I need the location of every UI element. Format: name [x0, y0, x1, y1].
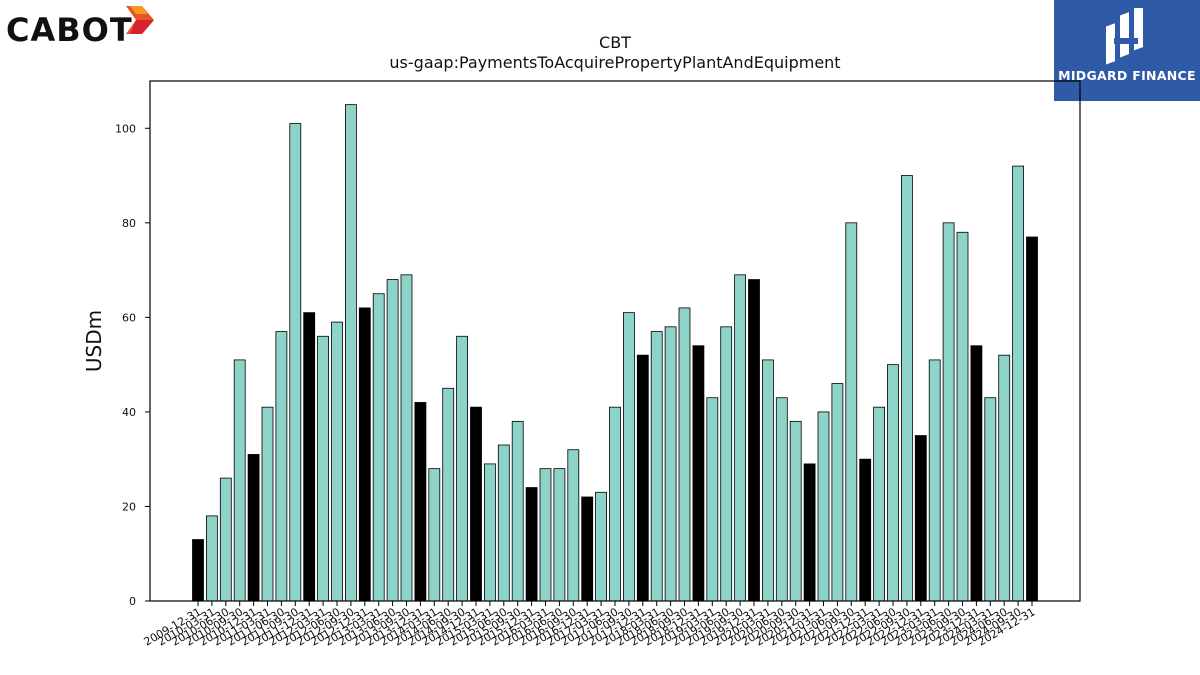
- plot-frame: [149, 80, 1081, 602]
- bar-2022-03-31: [873, 406, 885, 602]
- bar-2013-06-30: [386, 279, 399, 602]
- bar-2012-06-30: [331, 321, 343, 602]
- bar-2010-06-30: [219, 477, 232, 602]
- bar-2017-06-30: [609, 406, 621, 602]
- bar-2024-03-31: [984, 397, 997, 602]
- bar-2018-06-30: [664, 326, 677, 602]
- bar-2014-09-30: [456, 335, 469, 602]
- bar-2019-09-30: [734, 274, 746, 602]
- bar-2017-03-31: [595, 491, 607, 602]
- bar-2012-09-30: [344, 104, 357, 602]
- cabot-arrow-icon: [126, 6, 154, 34]
- bar-2012-03-31: [317, 335, 330, 602]
- midgard-finance-text: MIDGARD FINANCE: [1058, 68, 1196, 83]
- bar-2022-09-30: [901, 175, 913, 602]
- bar-2011-06-30: [275, 331, 288, 602]
- bar-2018-12-31: [692, 345, 705, 602]
- y-tick-label: 100: [115, 122, 136, 135]
- bar-2017-09-30: [623, 312, 635, 602]
- bar-2021-06-30: [831, 383, 844, 602]
- bar-2011-09-30: [289, 123, 302, 602]
- bar-2019-03-31: [706, 397, 719, 602]
- bar-2018-09-30: [678, 307, 691, 602]
- bar-2013-12-31: [414, 402, 427, 602]
- cabot-logo: CABOT: [4, 4, 164, 50]
- bar-2023-03-31: [928, 359, 941, 602]
- bar-2019-06-30: [720, 326, 733, 602]
- bar-2024-12-31: [1026, 236, 1038, 602]
- bar-2015-03-31: [483, 463, 496, 602]
- bar-2024-06-30: [998, 354, 1011, 602]
- bar-2023-12-31: [970, 345, 983, 602]
- bar-2014-06-30: [442, 387, 455, 602]
- y-tick-label: 0: [129, 595, 136, 608]
- bar-2023-09-30: [956, 231, 969, 602]
- bar-2013-03-31: [372, 293, 385, 602]
- chart-title: CBT: [599, 33, 631, 52]
- bar-2015-12-31: [525, 487, 538, 602]
- midgard-finance-logo: MIDGARD FINANCE: [1054, 0, 1200, 101]
- bar-2020-06-30: [775, 397, 788, 602]
- y-axis-ticks: 0 20 40 60 80 100: [115, 122, 150, 608]
- bars-group: [192, 104, 1038, 602]
- y-tick-label: 20: [122, 500, 136, 513]
- bar-2021-03-31: [817, 411, 830, 602]
- bar-2020-03-31: [762, 359, 774, 602]
- bar-2021-12-31: [859, 458, 872, 602]
- bar-2016-09-30: [567, 449, 580, 602]
- bar-2009-12-31: [192, 539, 204, 602]
- y-axis-label: USDm: [82, 310, 106, 372]
- bar-2015-06-30: [497, 444, 510, 602]
- bar-2019-12-31: [748, 279, 760, 602]
- midgard-mark-icon: [1106, 8, 1143, 65]
- bar-2011-12-31: [303, 312, 316, 602]
- y-tick-label: 60: [122, 311, 136, 324]
- bar-2016-06-30: [553, 468, 566, 602]
- y-tick-label: 80: [122, 217, 136, 230]
- bar-2022-06-30: [887, 364, 899, 602]
- bar-2011-03-31: [261, 406, 274, 602]
- bar-2012-12-31: [358, 307, 371, 602]
- bar-2016-12-31: [581, 496, 594, 602]
- bar-2015-09-30: [511, 420, 524, 602]
- bar-2013-09-30: [400, 274, 413, 602]
- bar-2024-09-30: [1012, 165, 1024, 602]
- bar-2010-09-30: [233, 359, 246, 602]
- bar-2016-03-31: [539, 468, 552, 602]
- bar-2017-12-31: [636, 354, 649, 602]
- bar-2020-09-30: [789, 420, 802, 602]
- cabot-logo-text: CABOT: [6, 11, 133, 49]
- bar-2018-03-31: [650, 331, 663, 602]
- bar-2014-12-31: [470, 406, 482, 602]
- bar-2022-12-31: [914, 435, 927, 602]
- bar-2010-12-31: [247, 454, 260, 602]
- bar-2023-06-30: [942, 222, 955, 602]
- bar-2021-09-30: [845, 222, 858, 602]
- bar-2020-12-31: [803, 463, 816, 602]
- bar-2010-03-31: [205, 515, 218, 602]
- chart-subtitle: us-gaap:PaymentsToAcquirePropertyPlantAn…: [389, 53, 840, 72]
- y-tick-label: 40: [122, 406, 136, 419]
- bar-2014-03-31: [428, 468, 441, 602]
- x-axis-ticks: 2009-12-312010-03-312010-06-302010-09-30…: [142, 601, 1038, 649]
